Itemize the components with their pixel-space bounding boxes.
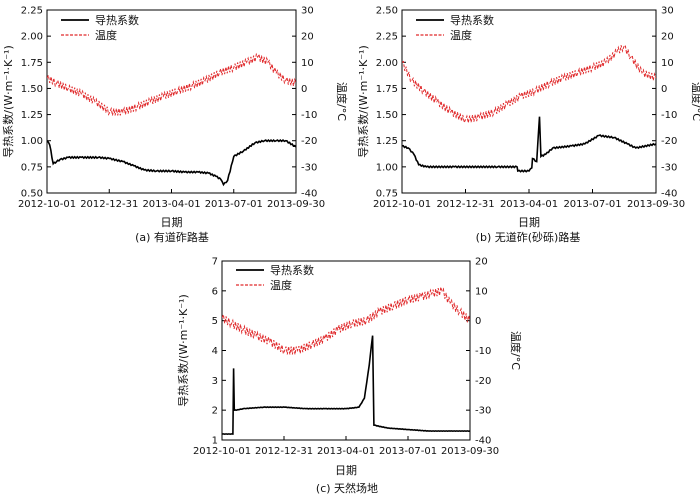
y-left-tick-label: 2.50 bbox=[376, 6, 398, 17]
y-left-axis-label: 导热系数/(W·m⁻¹·K⁻¹) bbox=[177, 294, 190, 407]
y-right-tick-label: -20 bbox=[661, 136, 677, 147]
x-tick-label: 2012-12-31 bbox=[436, 199, 494, 210]
temperature-series-line bbox=[402, 44, 656, 125]
plot-frame bbox=[46, 9, 297, 194]
y-right-tick-label: 30 bbox=[661, 6, 674, 17]
y-left-tick-label: 2.00 bbox=[376, 58, 398, 69]
y-right-tick-label: 30 bbox=[301, 6, 314, 17]
legend-label: 温度 bbox=[450, 28, 472, 42]
conductivity-series-line bbox=[402, 116, 656, 173]
y-left-tick-label: 0.75 bbox=[21, 162, 43, 173]
conductivity-series-line bbox=[47, 139, 296, 187]
temperature-series-line bbox=[222, 285, 470, 356]
x-tick-label: 2012-12-31 bbox=[255, 446, 313, 457]
y-left-tick-label: 0.50 bbox=[21, 189, 43, 200]
chart-panel-2: 2012-10-01 2012-12-31 2013-04-01 2013-07-01… bbox=[357, 6, 700, 245]
x-tick-label: 2013-07-01 bbox=[563, 199, 621, 210]
y-right-tick-label: 20 bbox=[475, 257, 488, 268]
y-right-tick-label: -40 bbox=[475, 436, 491, 447]
y-right-tick-label: 0 bbox=[661, 84, 667, 95]
y-left-tick-label: 2.00 bbox=[21, 32, 43, 43]
y-right-axis-label: 温度/°C bbox=[335, 82, 349, 121]
plot-frame bbox=[221, 260, 471, 441]
y-left-tick-label: 1.75 bbox=[376, 84, 398, 95]
legend-label: 温度 bbox=[95, 28, 117, 42]
x-tick-label: 2012-10-01 bbox=[18, 199, 76, 210]
legend-label: 温度 bbox=[270, 278, 292, 292]
chart-caption: (a) 有道砟路基 bbox=[135, 230, 209, 244]
chart-caption: (b) 无道砟(砂砾)路基 bbox=[476, 230, 581, 244]
x-tick-label: 2013-07-01 bbox=[379, 446, 437, 457]
y-right-tick-label: -30 bbox=[475, 406, 491, 417]
x-tick-label: 2012-10-01 bbox=[373, 199, 431, 210]
conductivity-series-line bbox=[222, 335, 470, 436]
x-axis-label: 日期 bbox=[335, 464, 357, 477]
y-right-tick-label: 10 bbox=[301, 58, 314, 69]
y-left-tick-label: 1.00 bbox=[21, 136, 43, 147]
y-left-tick-label: 4 bbox=[212, 346, 218, 357]
x-axis-label: 日期 bbox=[161, 216, 183, 229]
y-right-tick-label: -30 bbox=[661, 162, 677, 173]
y-left-tick-label: 2.25 bbox=[376, 32, 398, 43]
y-left-axis-label: 导热系数/(W·m⁻¹·K⁻¹) bbox=[2, 45, 15, 158]
x-tick-label: 2013-04-01 bbox=[500, 199, 558, 210]
y-left-tick-label: 1 bbox=[212, 436, 218, 447]
y-right-axis-label: 温度/°C bbox=[690, 82, 700, 121]
y-left-tick-label: 1.00 bbox=[376, 162, 398, 173]
y-left-tick-label: 1.50 bbox=[21, 84, 43, 95]
y-right-tick-label: 0 bbox=[301, 84, 307, 95]
x-tick-label: 2012-12-31 bbox=[80, 199, 138, 210]
y-right-tick-label: -40 bbox=[661, 189, 677, 200]
x-tick-label: 2013-04-01 bbox=[142, 199, 200, 210]
y-left-tick-label: 0.75 bbox=[376, 189, 398, 200]
y-right-tick-label: 20 bbox=[301, 32, 314, 43]
legend-label: 导热系数 bbox=[95, 14, 139, 27]
legend-label: 导热系数 bbox=[270, 264, 314, 277]
x-tick-label: 2013-07-01 bbox=[205, 199, 263, 210]
y-right-tick-label: 10 bbox=[661, 58, 674, 69]
temperature-series-line bbox=[47, 52, 296, 116]
y-left-tick-label: 1.25 bbox=[376, 136, 398, 147]
chart-panel-3: 2012-10-01 2012-12-31 2013-04-01 2013-07-01… bbox=[177, 257, 523, 496]
y-right-tick-label: -30 bbox=[301, 162, 317, 173]
y-left-tick-label: 3 bbox=[212, 376, 218, 387]
y-left-tick-label: 7 bbox=[212, 257, 218, 268]
chart-panel-1: 2012-10-01 2012-12-31 2013-04-01 2013-07-01… bbox=[2, 6, 349, 245]
y-right-tick-label: -40 bbox=[301, 189, 317, 200]
x-tick-label: 2012-10-01 bbox=[193, 446, 251, 457]
y-right-tick-label: -10 bbox=[301, 110, 317, 121]
y-right-tick-label: -10 bbox=[661, 110, 677, 121]
y-left-axis-label: 导热系数/(W·m⁻¹·K⁻¹) bbox=[357, 45, 370, 158]
x-tick-label: 2013-04-01 bbox=[317, 446, 375, 457]
y-right-axis-label: 温度/°C bbox=[509, 331, 523, 370]
y-right-tick-label: -20 bbox=[301, 136, 317, 147]
y-left-tick-label: 1.75 bbox=[21, 58, 43, 69]
y-right-tick-label: -10 bbox=[475, 346, 491, 357]
x-axis-label: 日期 bbox=[518, 216, 540, 229]
y-left-tick-label: 2 bbox=[212, 406, 218, 417]
chart-caption: (c) 天然场地 bbox=[316, 481, 378, 495]
y-right-tick-label: 20 bbox=[661, 32, 674, 43]
legend-label: 导热系数 bbox=[450, 14, 494, 27]
y-left-tick-label: 6 bbox=[212, 286, 218, 297]
y-left-tick-label: 1.25 bbox=[21, 110, 43, 121]
y-right-tick-label: -20 bbox=[475, 376, 491, 387]
plot-frame bbox=[401, 9, 657, 194]
x-tick-label: 2013-09-30 bbox=[267, 199, 325, 210]
y-right-tick-label: 0 bbox=[475, 316, 481, 327]
x-tick-label: 2013-09-30 bbox=[627, 199, 685, 210]
y-right-tick-label: 10 bbox=[475, 286, 488, 297]
y-left-tick-label: 1.50 bbox=[376, 110, 398, 121]
y-left-tick-label: 5 bbox=[212, 316, 218, 327]
y-left-tick-label: 2.25 bbox=[21, 6, 43, 17]
x-tick-label: 2013-09-30 bbox=[441, 446, 499, 457]
